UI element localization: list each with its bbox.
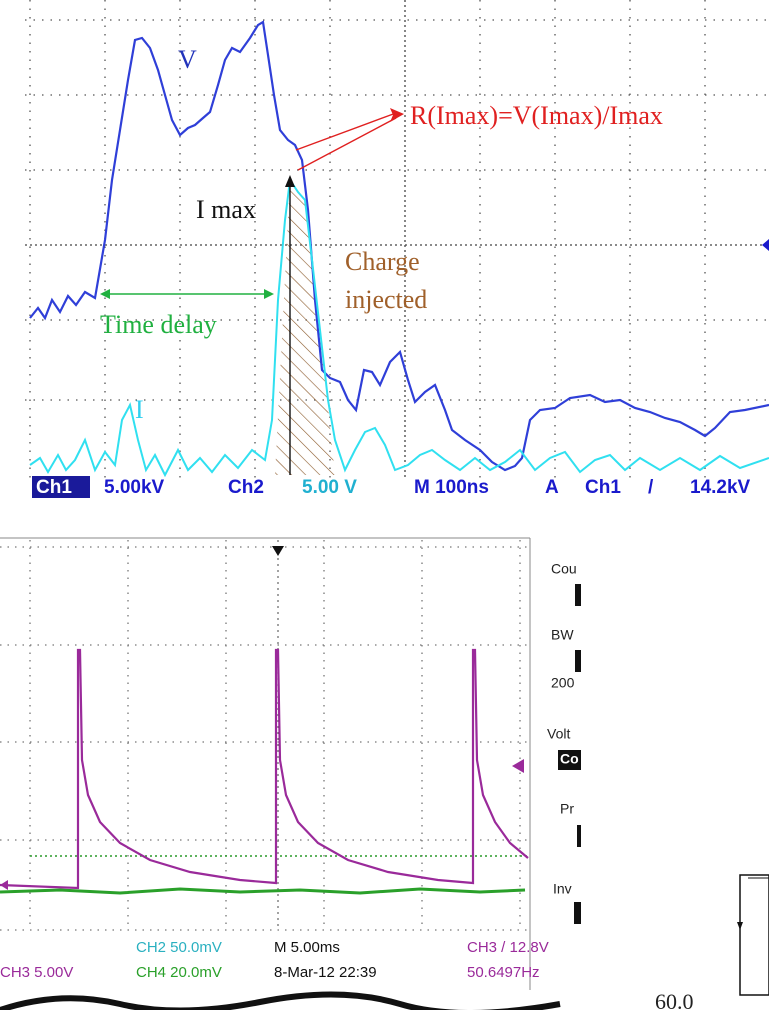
status: M 100ns (414, 477, 489, 498)
readout: 8-Mar-12 22:39 (274, 964, 377, 981)
menu-box (575, 650, 581, 672)
menu-box (558, 750, 581, 770)
readout: CH3 / 12.8V (467, 939, 549, 956)
ch1-box (32, 476, 90, 498)
menu-item[interactable]: Co (560, 751, 579, 767)
menu-item[interactable]: Volt (547, 726, 570, 742)
status: Ch1 (36, 477, 72, 498)
readout: M 5.00ms (274, 939, 340, 956)
side-menu: Cou BW 200 Volt Co Pr Inv (547, 561, 581, 924)
label-delay: Time delay (100, 310, 217, 339)
menu-item[interactable]: Inv (553, 881, 572, 897)
label-i: I (135, 395, 144, 424)
menu-box (575, 584, 581, 606)
label-v: V (178, 45, 197, 74)
status: 5.00kV (104, 477, 165, 498)
menu-item[interactable]: Pr (560, 801, 574, 817)
menu-box (577, 825, 581, 847)
r-arrow (297, 117, 397, 171)
cropped-caption (0, 991, 561, 1010)
ch3-trace (0, 648, 529, 890)
label-r: R(Imax)=V(Imax)/Imax (410, 101, 663, 130)
bottom-grid (0, 540, 530, 931)
label-imax: I max (196, 195, 256, 224)
label-charge: Charge (345, 247, 420, 276)
readout: CH4 20.0mV (136, 964, 222, 981)
voltage-trace (29, 20, 769, 472)
menu-item[interactable]: 200 (551, 675, 575, 691)
schematic (737, 922, 743, 930)
schematic (739, 874, 769, 996)
current-trace (29, 177, 769, 478)
trigger-marker (762, 239, 769, 251)
menu-item[interactable]: BW (551, 627, 574, 643)
menu-box (574, 902, 581, 924)
arrow-head (285, 175, 295, 187)
menu-item[interactable]: Cou (551, 561, 577, 577)
arrow-head (390, 108, 404, 122)
ch4-trace (0, 887, 526, 895)
readout: CH3 5.00V (0, 964, 73, 981)
caption-fragment: 60.0 (655, 989, 694, 1010)
status: Ch1 (585, 477, 621, 498)
label-injected: injected (345, 285, 427, 314)
level-marker (512, 759, 524, 773)
ch-marker (0, 880, 8, 890)
status: 5.00 V (302, 477, 357, 498)
r-arrow (295, 112, 397, 151)
readout: 50.6497Hz (467, 964, 540, 981)
status-bar: Ch1 5.00kV Ch2 5.00 V M 100ns A Ch1 / 14… (32, 476, 751, 498)
status: Ch2 (228, 477, 264, 498)
trigger-marker (272, 546, 284, 556)
status: A (545, 477, 559, 498)
readout: CH2 50.0mV M 5.00ms CH3 / 12.8V CH3 5.00… (0, 939, 549, 981)
status: 14.2kV (690, 477, 751, 498)
readout: CH2 50.0mV (136, 939, 222, 956)
status: / (648, 477, 654, 498)
